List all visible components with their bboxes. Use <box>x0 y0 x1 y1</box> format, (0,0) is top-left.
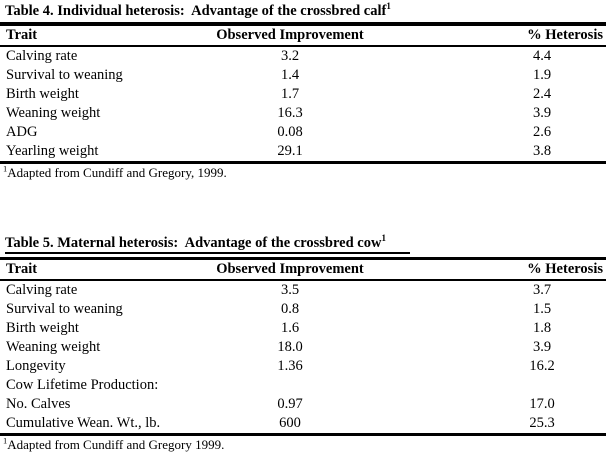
trait-cell: Yearling weight <box>6 143 99 159</box>
table4-footnote-superscript: 1 <box>3 163 8 174</box>
table-row: Weaning weight 18.0 3.9 <box>0 338 606 357</box>
trait-cell: Calving rate <box>6 282 78 298</box>
observed-improvement-cell: 29.1 <box>277 143 303 159</box>
table4: Trait Observed Improvement % Heterosis C… <box>0 22 606 164</box>
table4-footnote: 1Adapted from Cundiff and Gregory, 1999. <box>0 163 606 181</box>
table-row: Survival to weaning 1.4 1.9 <box>0 66 606 85</box>
table5-footnote: 1Adapted from Cundiff and Gregory 1999. <box>0 435 606 453</box>
observed-improvement-cell: 600 <box>279 415 301 431</box>
table5-footnote-text: Adapted from Cundiff and Gregory 1999. <box>7 437 225 452</box>
table5: Trait Observed Improvement % Heterosis C… <box>0 257 606 436</box>
trait-cell: Longevity <box>6 358 66 374</box>
observed-improvement-cell: 0.8 <box>280 301 300 317</box>
table-row: Survival to weaning 0.8 1.5 <box>0 300 606 319</box>
column-header-observed-improvement: Observed Improvement <box>190 258 390 281</box>
observed-improvement-cell: 3.2 <box>280 48 300 64</box>
percent-heterosis-cell: 1.8 <box>532 320 552 336</box>
trait-cell: Cumulative Wean. Wt., lb. <box>6 415 161 431</box>
table5-title-text: Table 5. Maternal heterosis: Advantage o… <box>5 235 382 251</box>
table-row: Calving rate 3.5 3.7 <box>0 280 606 300</box>
table-row: Weaning weight 16.3 3.9 <box>0 104 606 123</box>
column-header-trait: Trait <box>0 258 190 281</box>
trait-cell: Birth weight <box>6 320 79 336</box>
observed-improvement-cell: 1.4 <box>280 67 300 83</box>
percent-heterosis-cell: 3.9 <box>532 339 552 355</box>
observed-improvement-cell: 0.97 <box>277 396 303 412</box>
percent-heterosis-cell: 16.2 <box>529 358 555 374</box>
table5-header-row: Trait Observed Improvement % Heterosis <box>0 258 606 281</box>
table-row: Longevity 1.36 16.2 <box>0 357 606 376</box>
trait-cell: Cow Lifetime Production: <box>6 377 159 393</box>
table-row: Yearling weight 29.1 3.8 <box>0 142 606 163</box>
table5-title-underline: Table 5. Maternal heterosis: Advantage o… <box>5 233 410 254</box>
percent-heterosis-cell: 25.3 <box>529 415 555 431</box>
table4-header-row: Trait Observed Improvement % Heterosis <box>0 24 606 47</box>
table-row: Cumulative Wean. Wt., lb. 600 25.3 <box>0 414 606 435</box>
column-header-trait: Trait <box>0 24 190 47</box>
table-row: Calving rate 3.2 4.4 <box>0 46 606 66</box>
observed-improvement-cell: 3.5 <box>280 282 300 298</box>
percent-heterosis-cell: 1.9 <box>532 67 552 83</box>
table-row: Birth weight 1.6 1.8 <box>0 319 606 338</box>
percent-heterosis-cell: 3.9 <box>532 105 552 121</box>
column-header-observed-improvement: Observed Improvement <box>190 24 390 47</box>
trait-cell: Weaning weight <box>6 105 101 121</box>
trait-cell: Survival to weaning <box>6 67 123 83</box>
section-gap <box>0 181 606 235</box>
percent-heterosis-cell: 2.6 <box>532 124 552 140</box>
observed-improvement-cell: 1.6 <box>280 320 300 336</box>
column-header-percent-heterosis: % Heterosis <box>390 258 606 281</box>
trait-cell: No. Calves <box>6 396 71 412</box>
percent-heterosis-cell: 4.4 <box>532 48 552 64</box>
table5-section: Table 5. Maternal heterosis: Advantage o… <box>0 233 606 453</box>
table-row: Birth weight 1.7 2.4 <box>0 85 606 104</box>
column-header-percent-heterosis: % Heterosis <box>390 24 606 47</box>
table4-title: Table 4. Individual heterosis: Advantage… <box>0 1 606 20</box>
observed-improvement-cell <box>190 376 390 395</box>
trait-cell: Calving rate <box>6 48 78 64</box>
percent-heterosis-cell: 17.0 <box>529 396 555 412</box>
percent-heterosis-cell: 1.5 <box>532 301 552 317</box>
trait-cell: Survival to weaning <box>6 301 123 317</box>
table5-title: Table 5. Maternal heterosis: Advantage o… <box>0 233 606 255</box>
percent-heterosis-cell: 2.4 <box>532 86 552 102</box>
table-row: No. Calves 0.97 17.0 <box>0 395 606 414</box>
trait-cell: Weaning weight <box>6 339 101 355</box>
percent-heterosis-cell: 3.7 <box>532 282 552 298</box>
table5-title-superscript: 1 <box>381 233 386 244</box>
observed-improvement-cell: 1.36 <box>277 358 303 374</box>
table4-title-superscript: 1 <box>386 1 391 12</box>
observed-improvement-cell: 1.7 <box>280 86 300 102</box>
table4-footnote-text: Adapted from Cundiff and Gregory, 1999. <box>7 165 227 180</box>
table-row: ADG 0.08 2.6 <box>0 123 606 142</box>
percent-heterosis-cell: 3.8 <box>532 143 552 159</box>
observed-improvement-cell: 16.3 <box>277 105 303 121</box>
observed-improvement-cell: 18.0 <box>277 339 303 355</box>
percent-heterosis-cell <box>390 376 606 395</box>
observed-improvement-cell: 0.08 <box>277 124 303 140</box>
table4-title-text: Table 4. Individual heterosis: Advantage… <box>5 3 387 19</box>
table-row: Cow Lifetime Production: <box>0 376 606 395</box>
trait-cell: ADG <box>6 124 38 140</box>
table5-footnote-superscript: 1 <box>3 435 8 446</box>
table4-section: Table 4. Individual heterosis: Advantage… <box>0 1 606 181</box>
trait-cell: Birth weight <box>6 86 79 102</box>
